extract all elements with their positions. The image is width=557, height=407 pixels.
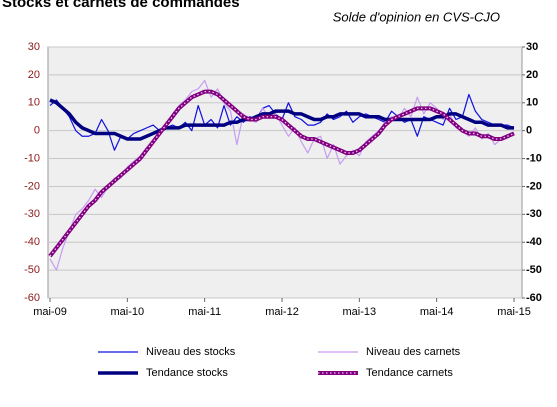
y2-tick-label: 10 bbox=[526, 97, 538, 109]
y-tick-label: -50 bbox=[24, 264, 40, 276]
x-tick-label: mai-09 bbox=[33, 306, 67, 318]
series-line bbox=[49, 79, 515, 271]
y2-tick-label: -60 bbox=[526, 292, 542, 304]
x-tick-label: mai-11 bbox=[188, 306, 221, 318]
y-tick-label: -10 bbox=[24, 152, 40, 164]
y2-tick-label: -10 bbox=[526, 152, 542, 164]
y-tick-label: -30 bbox=[24, 208, 40, 220]
legend-label: Tendance carnets bbox=[366, 367, 453, 379]
chart-subtitle: Solde d'opinion en CVS-CJO bbox=[333, 9, 500, 24]
y2-tick-label: -20 bbox=[526, 180, 542, 192]
chart-title: Stocks et carnets de commandes bbox=[2, 0, 240, 11]
legend-label: Tendance stocks bbox=[146, 367, 228, 379]
x-tick-label: mai-15 bbox=[497, 306, 531, 318]
y2-tick-label: -30 bbox=[526, 208, 542, 220]
y-tick-label: 20 bbox=[28, 69, 40, 81]
y2-tick-label: 0 bbox=[526, 125, 532, 137]
y2-tick-label: 20 bbox=[526, 69, 538, 81]
x-tick-label: mai-12 bbox=[265, 306, 299, 318]
series-line-dots bbox=[49, 90, 515, 257]
y2-tick-label: 30 bbox=[526, 41, 538, 53]
y-tick-label: -60 bbox=[24, 292, 40, 304]
y2-tick-label: -50 bbox=[526, 264, 542, 276]
y-tick-label: 10 bbox=[28, 97, 40, 109]
series-line bbox=[49, 98, 514, 141]
x-tick-label: mai-13 bbox=[343, 306, 377, 318]
x-tick-label: mai-14 bbox=[420, 306, 454, 318]
y-tick-label: -40 bbox=[24, 236, 40, 248]
y-tick-label: 0 bbox=[34, 125, 40, 137]
y-tick-label: 30 bbox=[28, 41, 40, 53]
x-tick-label: mai-10 bbox=[111, 306, 145, 318]
plot-area bbox=[47, 46, 523, 299]
y2-tick-label: -40 bbox=[526, 236, 542, 248]
y-tick-label: -20 bbox=[24, 180, 40, 192]
legend-label: Niveau des carnets bbox=[366, 346, 461, 358]
legend-label: Niveau des stocks bbox=[146, 346, 236, 358]
